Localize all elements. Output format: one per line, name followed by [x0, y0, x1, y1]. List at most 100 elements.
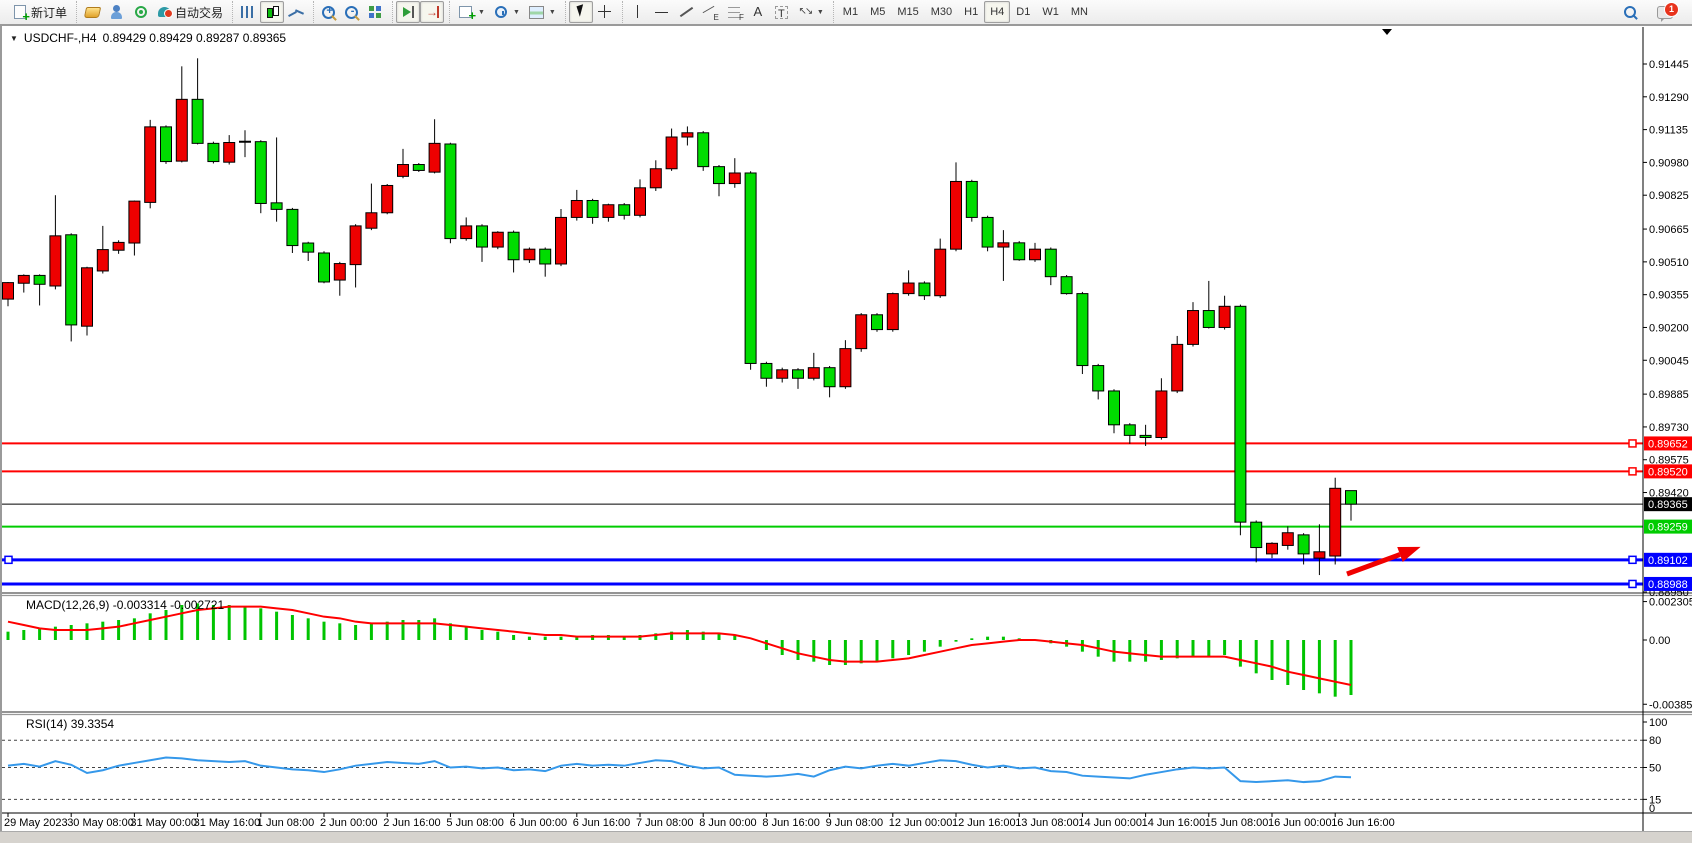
timeframe-m5[interactable]: M5: [870, 6, 886, 18]
signal-service-button[interactable]: [129, 1, 153, 23]
macd-axis[interactable]: 0.002305 0.00 -0.003855: [1643, 597, 1692, 712]
new-order-button[interactable]: 新订单: [8, 1, 71, 24]
macd-histogram-bar: [575, 636, 579, 640]
auto-scroll-button[interactable]: [396, 1, 421, 23]
macd-histogram-bar: [196, 603, 200, 640]
timeframe-w1[interactable]: W1: [1042, 6, 1059, 18]
crosshair-button[interactable]: [593, 1, 617, 23]
text-icon: [750, 4, 766, 20]
price-axis[interactable]: 0.91445 0.91290 0.91135 0.90980 0.90825 0.906…: [1643, 59, 1692, 599]
templates-button[interactable]: ▼: [524, 1, 560, 23]
candle: [839, 348, 852, 388]
vertical-line-button[interactable]: [626, 1, 650, 23]
svg-text:0.00: 0.00: [1649, 635, 1670, 647]
text-label-button[interactable]: [770, 1, 793, 23]
resistance-line-1-handle[interactable]: [1628, 439, 1637, 448]
timeframe-d1[interactable]: D1: [1016, 6, 1031, 18]
chart-frame: [2, 27, 1692, 831]
svg-text:0.90355: 0.90355: [1649, 290, 1689, 302]
candle: [333, 263, 346, 281]
notifications-button[interactable]: 1: [1652, 1, 1679, 23]
dropdown-caret-icon[interactable]: ▼: [512, 8, 520, 16]
candle: [934, 248, 947, 297]
fibonacci-icon: [727, 6, 744, 22]
support-line-blue-1-handle[interactable]: [1628, 555, 1637, 565]
macd-histogram-bar: [812, 640, 816, 662]
dropdown-caret-icon[interactable]: ▼: [478, 8, 485, 16]
chart-window[interactable]: ▼ USDCHF-,H4 0.89429 0.89429 0.89287 0.8…: [0, 25, 1692, 831]
trendline-button[interactable]: [674, 1, 698, 23]
horizontal-line-objects[interactable]: [2, 439, 1643, 589]
resistance-line-2-handle[interactable]: [1628, 467, 1637, 476]
dropdown-caret-icon[interactable]: ▼: [548, 8, 556, 16]
svg-text:0.90825: 0.90825: [1649, 190, 1689, 202]
timeframe-h4[interactable]: H4: [984, 1, 1011, 23]
candle: [950, 180, 962, 250]
tile-windows-icon: [367, 4, 383, 20]
red-trend-arrow[interactable]: [1346, 546, 1421, 577]
chart-canvas[interactable]: 0.91445 0.91290 0.91135 0.90980 0.90825 0.906…: [2, 26, 1692, 832]
support-line-blue-1[interactable]: [2, 555, 1643, 565]
timeframe-mn[interactable]: MN: [1070, 6, 1088, 18]
zoom-out-button[interactable]: -: [340, 1, 363, 23]
timeframe-m30[interactable]: M30: [930, 6, 953, 18]
channel-button[interactable]: [698, 1, 722, 23]
candlestick-chart-button[interactable]: [260, 1, 285, 23]
periods-button[interactable]: ▼: [489, 1, 524, 23]
timeframe-m1[interactable]: M1: [842, 6, 859, 18]
community-button[interactable]: [105, 1, 129, 23]
rsi-axis[interactable]: 100 80 50 150: [1643, 717, 1667, 815]
horizontal-line-button[interactable]: [650, 1, 674, 23]
resistance-line-2[interactable]: [2, 467, 1643, 476]
timeframe-m15[interactable]: M15: [897, 6, 919, 18]
candle: [1187, 310, 1199, 345]
macd-histogram-bar: [654, 633, 658, 640]
chart-shift-button[interactable]: [420, 1, 445, 23]
bar-chart-button[interactable]: [236, 1, 260, 23]
support-line-blue-1-handle[interactable]: [4, 555, 13, 565]
channel-icon: [702, 4, 718, 22]
macd-histogram-bar: [433, 618, 437, 640]
resistance-line-1[interactable]: [2, 439, 1643, 448]
svg-text:0: 0: [1649, 803, 1655, 815]
cursor-button[interactable]: [568, 1, 593, 23]
macd-histogram-bar: [1175, 640, 1179, 659]
line-chart-button[interactable]: [284, 1, 308, 23]
candle: [713, 166, 725, 185]
indicators-button[interactable]: ▼: [453, 1, 489, 23]
timeframe-toolbar: M1 M5 M15 M30 H1 H4 D1 W1 MN: [832, 1, 1097, 23]
text-button[interactable]: [746, 1, 770, 23]
toolbar-group: + -: [313, 1, 390, 23]
rsi-indicator-label: RSI(14) 39.3354: [26, 717, 114, 731]
macd-histogram-bar: [148, 613, 152, 640]
zoom-in-button[interactable]: +: [317, 1, 340, 23]
macd-histogram-bar: [227, 604, 231, 640]
dropdown-caret-icon[interactable]: ▼: [816, 8, 824, 16]
svg-text:50: 50: [1649, 763, 1661, 775]
chart-dropdown-icon[interactable]: ▼: [10, 33, 18, 43]
candle: [444, 143, 457, 240]
svg-text:0.91135: 0.91135: [1649, 125, 1688, 137]
support-line-blue-2[interactable]: [2, 579, 1643, 589]
macd-histogram-bar: [243, 606, 247, 640]
arrows-button[interactable]: ▼: [793, 1, 828, 23]
svg-text:8 Jun 16:00: 8 Jun 16:00: [762, 817, 820, 829]
timeframe-h1[interactable]: H1: [964, 6, 979, 18]
search-button[interactable]: [1618, 1, 1642, 23]
support-line-blue-2-handle[interactable]: [1628, 579, 1637, 589]
macd-histogram-bar: [464, 626, 468, 640]
market-watch-button[interactable]: [80, 1, 105, 23]
chart-shift-marker[interactable]: [1382, 29, 1392, 35]
fibonacci-button[interactable]: [722, 1, 746, 23]
macd-histogram-bar: [954, 640, 958, 642]
tile-windows-button[interactable]: [363, 1, 387, 23]
svg-text:7 Jun 08:00: 7 Jun 08:00: [636, 817, 694, 829]
candle: [807, 367, 820, 379]
chart-shift-icon: [424, 4, 440, 20]
macd-histogram-bar: [670, 631, 674, 640]
macd-histogram-bar: [1191, 640, 1195, 657]
macd-histogram-bar: [843, 640, 847, 666]
candle: [128, 200, 141, 244]
autotrading-button[interactable]: 自动交易: [153, 1, 227, 23]
